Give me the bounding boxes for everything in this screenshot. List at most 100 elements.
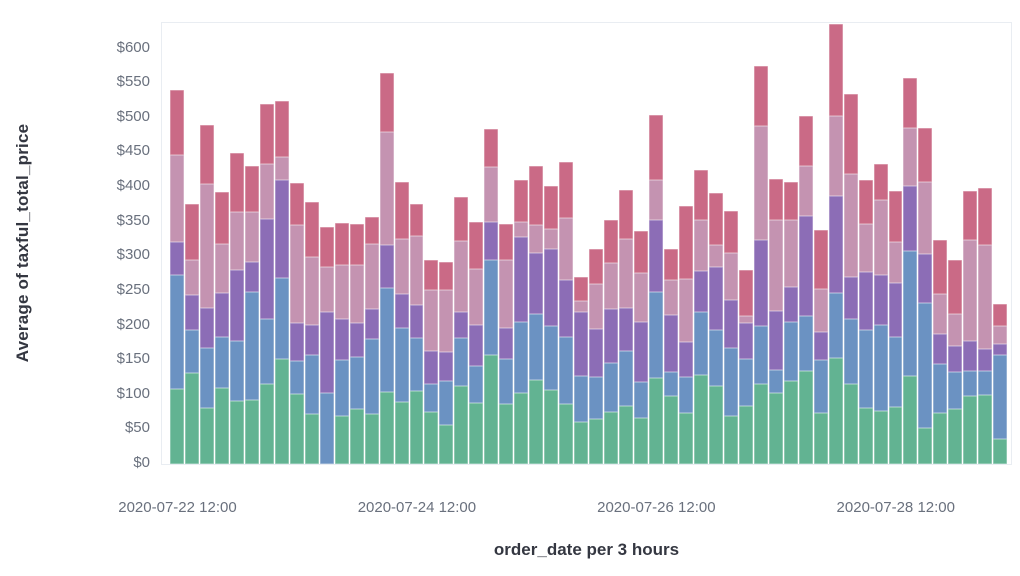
bar-segment-stack-level-1-green[interactable] (903, 376, 918, 464)
bar-segment-stack-level-3-purple[interactable] (574, 311, 589, 377)
bar-stack[interactable] (199, 124, 214, 464)
bar-stack[interactable] (454, 196, 469, 464)
bar-segment-stack-level-1-green[interactable] (170, 389, 184, 464)
bar-segment-stack-level-4-mauve[interactable] (349, 265, 364, 324)
bar-segment-stack-level-4-mauve[interactable] (304, 257, 319, 325)
bar-segment-stack-level-2-blue[interactable] (723, 347, 738, 416)
bar-segment-stack-level-4-mauve[interactable] (334, 264, 349, 319)
bar-segment-stack-level-4-mauve[interactable] (514, 221, 529, 237)
bar-segment-stack-level-1-green[interactable] (349, 408, 364, 464)
bar-segment-stack-level-3-purple[interactable] (424, 351, 439, 385)
bar-segment-stack-level-4-mauve[interactable] (903, 127, 918, 186)
bar-segment-stack-level-2-blue[interactable] (229, 341, 244, 401)
bar-segment-stack-level-5-rose[interactable] (649, 115, 663, 181)
bar-segment-stack-level-4-mauve[interactable] (888, 241, 903, 283)
bar-segment-stack-level-5-rose[interactable] (858, 180, 873, 224)
bar-segment-stack-level-4-mauve[interactable] (214, 243, 229, 294)
bar-segment-stack-level-5-rose[interactable] (828, 24, 843, 117)
bar-segment-stack-level-1-green[interactable] (439, 424, 454, 464)
bar-segment-stack-level-4-mauve[interactable] (229, 212, 244, 271)
bar-stack[interactable] (888, 191, 903, 464)
bar-segment-stack-level-3-purple[interactable] (259, 218, 274, 319)
bar-segment-stack-level-2-blue[interactable] (589, 377, 604, 419)
bar-stack[interactable] (544, 186, 559, 464)
bar-segment-stack-level-4-mauve[interactable] (738, 315, 753, 323)
bar-segment-stack-level-3-purple[interactable] (708, 267, 723, 330)
bar-stack[interactable] (319, 227, 334, 464)
bar-segment-stack-level-5-rose[interactable] (903, 78, 918, 128)
bar-segment-stack-level-2-blue[interactable] (978, 371, 993, 395)
bar-segment-stack-level-5-rose[interactable] (933, 240, 948, 295)
bar-segment-stack-level-5-rose[interactable] (379, 72, 394, 133)
bar-segment-stack-level-4-mauve[interactable] (394, 239, 409, 295)
bar-segment-stack-level-3-purple[interactable] (948, 345, 963, 372)
bar-stack[interactable] (738, 269, 753, 464)
bar-segment-stack-level-5-rose[interactable] (484, 128, 499, 168)
bar-segment-stack-level-5-rose[interactable] (873, 163, 888, 201)
bar-stack[interactable] (798, 116, 813, 464)
bar-stack[interactable] (604, 220, 619, 464)
bar-segment-stack-level-5-rose[interactable] (693, 169, 708, 220)
bar-segment-stack-level-1-green[interactable] (678, 413, 693, 464)
bar-segment-stack-level-5-rose[interactable] (334, 223, 349, 265)
bar-segment-stack-level-3-purple[interactable] (873, 275, 888, 325)
bar-segment-stack-level-3-purple[interactable] (649, 220, 663, 292)
bar-segment-stack-level-2-blue[interactable] (738, 358, 753, 406)
bar-segment-stack-level-5-rose[interactable] (589, 249, 604, 285)
bar-segment-stack-level-1-green[interactable] (274, 359, 289, 464)
bar-segment-stack-level-1-green[interactable] (409, 391, 424, 464)
bar-stack[interactable] (873, 163, 888, 464)
bar-segment-stack-level-4-mauve[interactable] (828, 116, 843, 197)
bar-segment-stack-level-1-green[interactable] (589, 419, 604, 464)
bar-segment-stack-level-5-rose[interactable] (753, 65, 768, 127)
bar-segment-stack-level-5-rose[interactable] (214, 191, 229, 244)
bar-segment-stack-level-3-purple[interactable] (529, 252, 544, 314)
bar-stack[interactable] (693, 169, 708, 464)
bar-stack[interactable] (289, 182, 304, 464)
bar-segment-stack-level-5-rose[interactable] (888, 191, 903, 242)
bar-stack[interactable] (978, 187, 993, 464)
bar-segment-stack-level-5-rose[interactable] (768, 178, 783, 220)
bar-segment-stack-level-5-rose[interactable] (439, 261, 454, 290)
bar-segment-stack-level-5-rose[interactable] (798, 116, 813, 167)
bar-segment-stack-level-2-blue[interactable] (349, 356, 364, 409)
bar-segment-stack-level-3-purple[interactable] (349, 323, 364, 357)
bar-segment-stack-level-1-green[interactable] (933, 412, 948, 464)
bar-segment-stack-level-2-blue[interactable] (199, 348, 214, 408)
bar-segment-stack-level-2-blue[interactable] (484, 259, 499, 355)
bar-stack[interactable] (634, 230, 648, 464)
bar-stack[interactable] (484, 128, 499, 464)
bar-segment-stack-level-2-blue[interactable] (214, 336, 229, 388)
bar-stack[interactable] (274, 101, 289, 464)
bar-segment-stack-level-4-mauve[interactable] (589, 284, 604, 330)
bar-segment-stack-level-3-purple[interactable] (394, 294, 409, 329)
bar-stack[interactable] (559, 162, 574, 464)
bar-segment-stack-level-4-mauve[interactable] (978, 245, 993, 350)
bar-segment-stack-level-1-green[interactable] (783, 380, 798, 464)
bar-segment-stack-level-4-mauve[interactable] (289, 224, 304, 323)
bar-segment-stack-level-4-mauve[interactable] (619, 239, 634, 308)
bar-segment-stack-level-1-green[interactable] (753, 384, 768, 464)
bar-segment-stack-level-1-green[interactable] (708, 386, 723, 464)
bar-segment-stack-level-3-purple[interactable] (723, 299, 738, 348)
bar-segment-stack-level-1-green[interactable] (214, 387, 229, 464)
bar-stack[interactable] (349, 223, 364, 464)
bar-segment-stack-level-3-purple[interactable] (933, 333, 948, 364)
bar-segment-stack-level-5-rose[interactable] (708, 192, 723, 246)
bar-segment-stack-level-5-rose[interactable] (289, 182, 304, 225)
bar-segment-stack-level-4-mauve[interactable] (933, 294, 948, 334)
bar-segment-stack-level-4-mauve[interactable] (319, 266, 334, 312)
bar-segment-stack-level-4-mauve[interactable] (454, 241, 469, 312)
bar-segment-stack-level-3-purple[interactable] (469, 324, 484, 367)
bar-segment-stack-level-4-mauve[interactable] (574, 301, 589, 312)
bar-segment-stack-level-1-green[interactable] (304, 414, 319, 464)
bar-segment-stack-level-2-blue[interactable] (529, 313, 544, 380)
bar-segment-stack-level-5-rose[interactable] (634, 230, 648, 273)
bar-segment-stack-level-1-green[interactable] (469, 403, 484, 464)
bar-segment-stack-level-1-green[interactable] (199, 407, 214, 464)
bar-segment-stack-level-1-green[interactable] (798, 371, 813, 464)
bar-segment-stack-level-1-green[interactable] (529, 379, 544, 464)
bar-segment-stack-level-4-mauve[interactable] (768, 219, 783, 312)
bar-segment-stack-level-2-blue[interactable] (933, 363, 948, 413)
bar-stack[interactable] (723, 211, 738, 464)
